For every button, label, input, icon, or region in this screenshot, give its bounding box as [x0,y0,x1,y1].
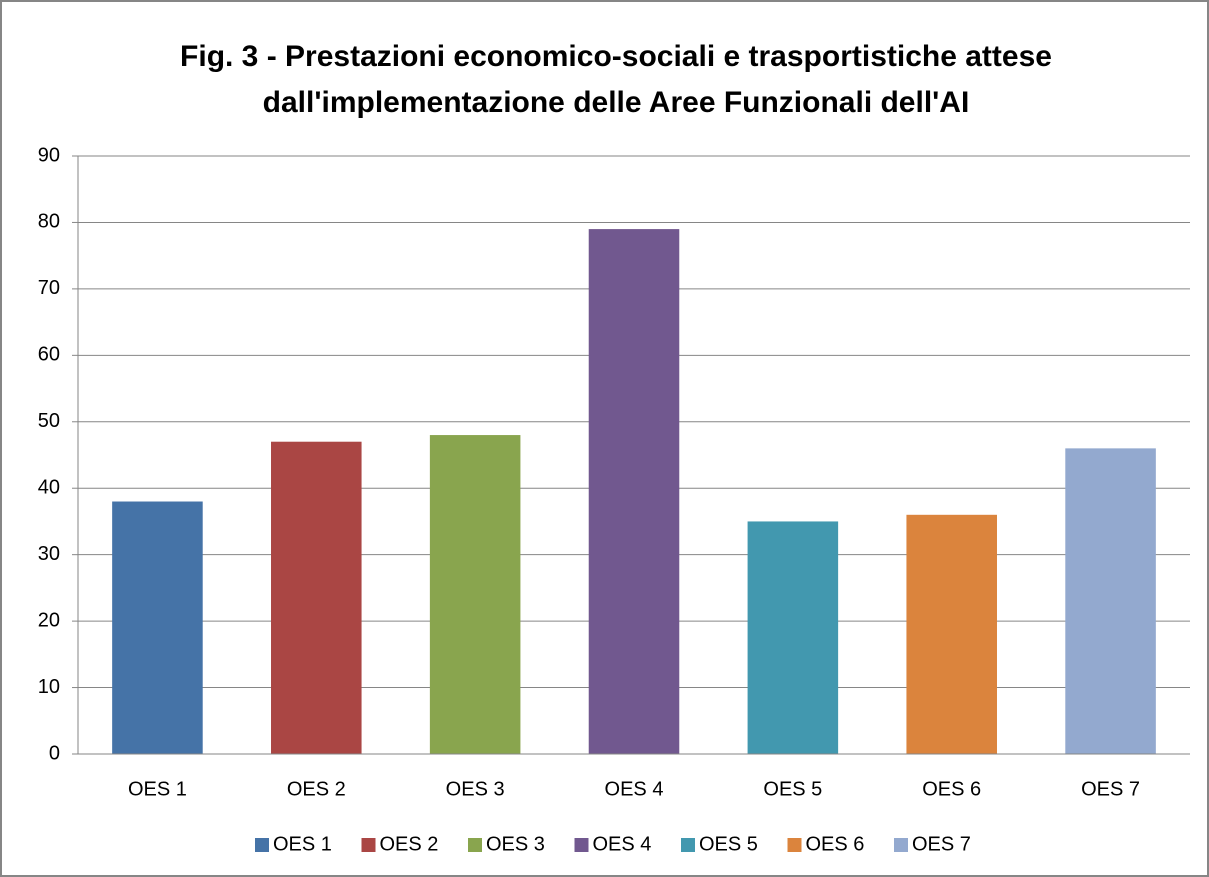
chart-title: Fig. 3 - Prestazioni economico-sociali e… [180,40,1052,73]
y-tick-label: 0 [49,742,60,764]
x-tick-label: OES 6 [922,778,981,800]
y-tick-label: 50 [38,410,60,432]
legend-swatch [787,838,802,852]
legend-label: OES 2 [380,833,439,855]
y-tick-label: 40 [38,477,60,499]
legend-swatch [468,838,482,852]
legend-swatch [255,838,269,852]
y-tick-label: 10 [38,676,60,698]
legend-label: OES 3 [486,833,545,855]
x-tick-label: OES 5 [763,778,822,800]
bar [271,441,362,754]
y-tick-label: 60 [38,344,60,366]
x-tick-label: OES 3 [446,778,505,800]
y-tick-label: 30 [38,543,60,565]
legend-swatch [894,838,908,852]
chart-title: dall'implementazione delle Aree Funziona… [263,86,970,119]
y-tick-label: 90 [38,144,60,166]
y-tick-label: 70 [38,277,60,299]
x-tick-label: OES 4 [605,778,664,800]
legend-label: OES 1 [273,833,332,855]
x-tick-label: OES 1 [128,778,187,800]
legend-label: OES 7 [912,833,971,855]
bar [906,514,997,754]
y-tick-label: 80 [38,211,60,233]
bar [747,521,839,754]
bar [1065,448,1156,754]
y-tick-label: 20 [38,609,60,631]
bar [429,435,521,754]
x-tick-label: OES 7 [1081,778,1140,800]
legend-swatch [681,838,695,852]
x-tick-label: OES 2 [287,778,346,800]
bar [588,229,680,755]
legend-label: OES 4 [593,833,652,855]
legend-swatch [574,838,589,852]
legend-label: OES 6 [806,833,865,855]
bar [112,501,203,754]
legend-label: OES 5 [699,833,758,855]
legend-swatch [361,838,376,852]
